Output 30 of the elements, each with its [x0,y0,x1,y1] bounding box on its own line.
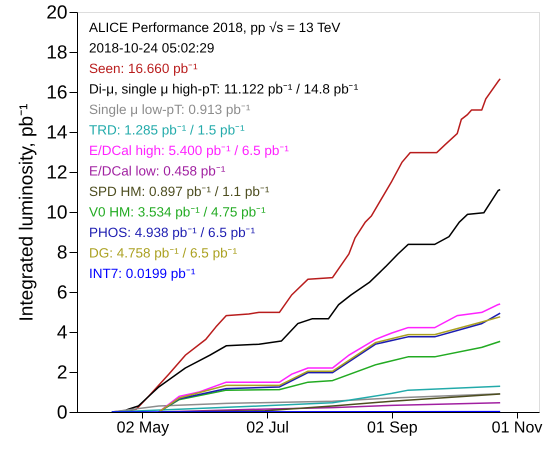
text: E/DCal low: 0.458 pb⁻¹ [89,164,226,178]
text: V0 HM: 3.534 pb⁻¹ / 4.75 pb⁻¹ [89,204,266,220]
text: SPD HM: 0.897 pb⁻¹ / 1.1 pb⁻¹ [89,184,270,199]
text: TRD: 1.285 pb⁻¹ / 1.5 pb⁻¹ [89,122,246,138]
x-tick-label: 01 Nov [492,420,542,436]
x-tick-label: 02 Jul [246,420,289,436]
y-tick-label: 4 [56,322,68,344]
y-tick-label: 20 [46,2,68,24]
y-tick-label: 6 [56,282,68,304]
y-tick-label: 10 [46,202,68,224]
y-tick-label: 14 [46,122,68,144]
text: Di-μ, single μ high-pT: 11.122 pb⁻¹ / 14.8 pb⁻¹ [89,82,359,96]
y-tick-label: 8 [56,242,68,264]
text: DG: 4.758 pb⁻¹ / 6.5 pb⁻¹ [89,246,238,260]
y-tick-label: 18 [46,42,68,64]
y-tick-label: 12 [46,162,68,184]
annotation: ALICE Performance 2018, pp √s = 13 TeV [89,20,340,35]
y-tick-label: 2 [56,362,68,384]
y-tick-label: 16 [46,82,68,104]
text: INT7: 0.0199 pb⁻¹ [89,266,196,281]
annotation: 2018-10-24 05:02:29 [89,40,214,56]
text: Single μ low-pT: 0.913 pb⁻¹ [89,102,251,117]
text: Seen: 16.660 pb⁻¹ [89,61,198,76]
y-tick-label: 0 [56,402,68,424]
y-axis-title: Integrated luminosity, pb⁻¹ [16,104,38,322]
text: PHOS: 4.938 pb⁻¹ / 6.5 pb⁻¹ [89,225,256,240]
x-tick-label: 02 May [116,420,170,436]
line-series [111,385,501,412]
text: E/DCal high: 5.400 pb⁻¹ / 6.5 pb⁻¹ [89,143,290,158]
x-tick-label: 01 Sep [366,420,418,436]
